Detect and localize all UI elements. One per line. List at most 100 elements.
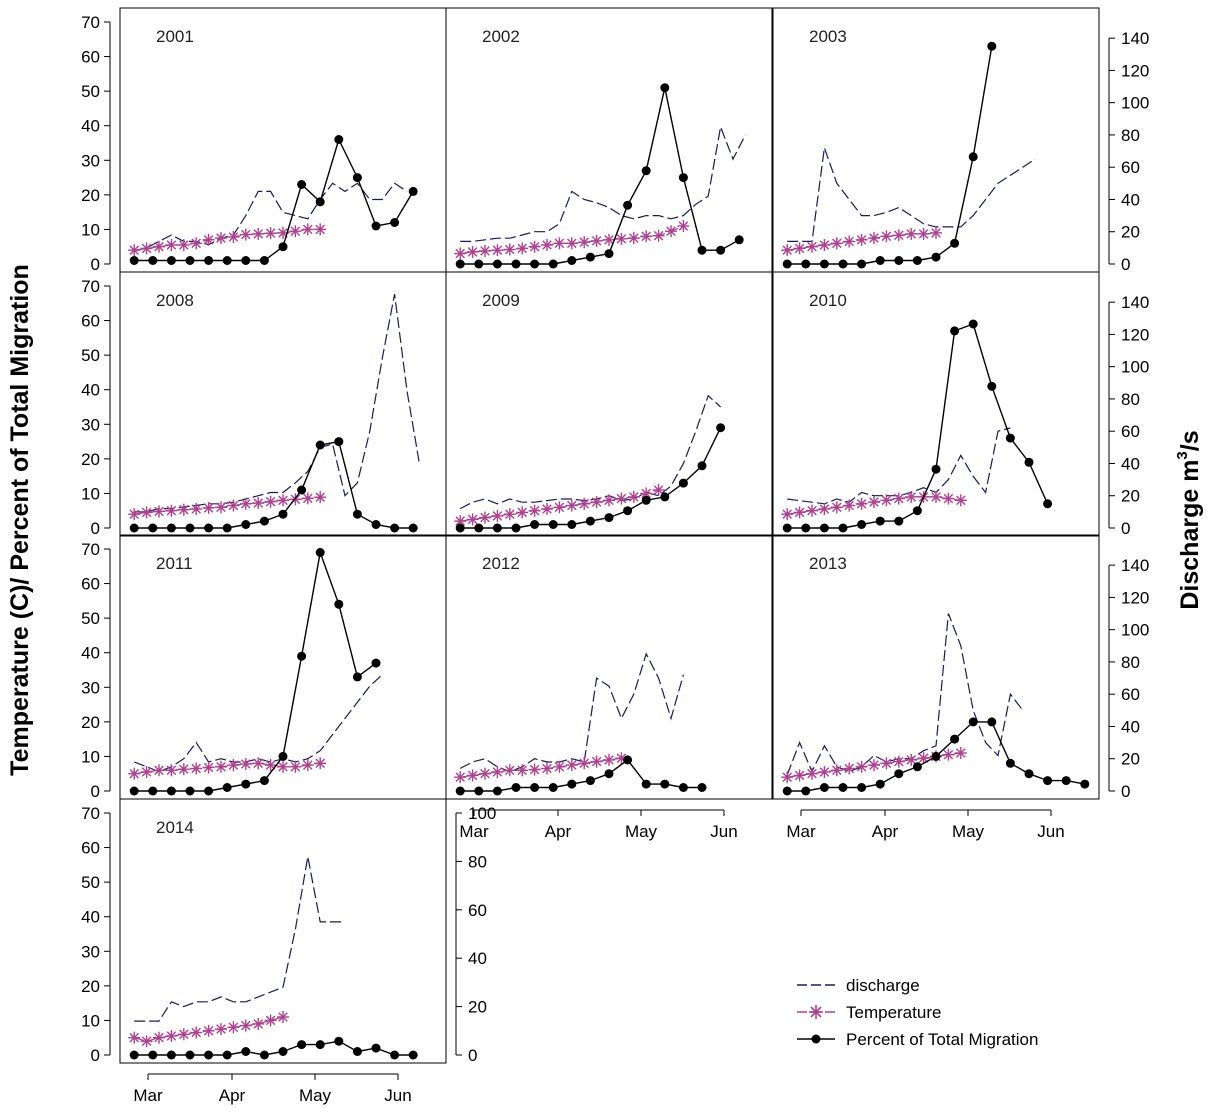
panel-2014-migration-point-9 xyxy=(297,1040,307,1050)
right-axis-row-1-tick-label-7: 140 xyxy=(1121,29,1149,48)
left-axis-row-3-tick-label-1: 10 xyxy=(81,747,100,766)
x-axis-col-1-tick-label-0: Mar xyxy=(133,1086,163,1105)
panel-2014-year-label: 2014 xyxy=(156,818,194,837)
panel-2009-migration-point-1 xyxy=(474,523,484,533)
panel-2001-temperature-point-0-d2 xyxy=(129,245,139,255)
panel-2012-temperature-point-2 xyxy=(479,767,491,780)
panel-2012-migration-point-3 xyxy=(511,783,521,792)
panel-2003-migration-point-8 xyxy=(931,252,941,262)
panel-2014-temperature-point-9-d2 xyxy=(241,1020,251,1031)
panel-2009-temperature-point-7 xyxy=(541,503,553,515)
panel-2002-discharge-line xyxy=(460,124,746,242)
panel-2011-temperature-point-4-d2 xyxy=(179,764,189,774)
panel-2002-temperature-point-10-d2 xyxy=(579,237,589,247)
panel-2009-temperature-point-15-d2 xyxy=(641,488,651,499)
panel-2014-migration-point-14 xyxy=(390,1050,400,1060)
panel-2008-temperature-point-15-d2 xyxy=(315,492,325,502)
panel-2008-temperature-point-7 xyxy=(215,501,227,514)
panel-2002-temperature-point-18 xyxy=(677,220,690,232)
panel-2009-temperature-point-12 xyxy=(603,494,615,507)
panel-2008-temperature-point-14-d2 xyxy=(303,493,313,504)
left-axis-row-4-tick-label-4: 40 xyxy=(81,908,100,927)
panel-2010-migration-point-14 xyxy=(1043,499,1053,509)
panel-2010-temperature-point-7-d2 xyxy=(869,497,879,507)
panel-2013-temperature-point-13-d2 xyxy=(943,749,954,760)
legend-migration-marker xyxy=(811,1034,821,1044)
panel-2010-temperature-point-2 xyxy=(806,504,818,517)
x-axis-col-1: Mar Apr May Jun xyxy=(133,1073,412,1105)
panel-2009-temperature-point-8-d2 xyxy=(554,502,565,513)
panel-2003-temperature-point-1 xyxy=(793,242,806,255)
panel-2002-temperature-point-9-d2 xyxy=(567,238,577,249)
right-axis-2014-tick-label-3: 60 xyxy=(468,901,487,920)
right-axis-row-3-tick-label-1: 20 xyxy=(1121,750,1140,769)
panel-2008-migration-point-3 xyxy=(185,523,195,533)
left-axis-row-4-tick-label-2: 20 xyxy=(81,977,100,996)
panel-2011-temperature-point-3 xyxy=(165,764,178,777)
panel-2013-migration-point-1 xyxy=(801,786,811,796)
x-axis-col-2-tick-label-2: May xyxy=(625,822,658,841)
panel-2012: 2012 xyxy=(445,534,773,800)
panel-2001-temperature-point-1-d2 xyxy=(141,243,152,254)
panel-2008-temperature-point-3-d2 xyxy=(166,505,177,516)
panel-2014-frame xyxy=(119,798,447,1064)
panel-2008-migration-point-10 xyxy=(315,440,325,450)
left-axis-row-3-tick-label-3: 30 xyxy=(81,678,100,697)
panel-2001-temperature-point-10 xyxy=(252,227,265,240)
panel-2002-temperature-point-0 xyxy=(454,247,467,260)
panel-2002: 2002 xyxy=(445,7,773,273)
panel-2002-temperature-point-2-d2 xyxy=(480,246,490,256)
panel-2003-migration-point-10 xyxy=(968,152,978,162)
panel-2003-temperature-point-9 xyxy=(892,229,905,242)
panel-2009-migration-point-7 xyxy=(585,516,595,526)
panel-2009-year-label: 2009 xyxy=(482,291,520,310)
panel-2013-temperature-point-2 xyxy=(806,767,818,780)
panel-2009-temperature-point-3 xyxy=(491,509,504,522)
panel-2009-temperature-point-2-d2 xyxy=(480,512,490,523)
panel-2008-migration-point-7 xyxy=(259,516,269,526)
panel-2001-temperature-point-9 xyxy=(239,228,252,241)
panel-2008-migration-point-0 xyxy=(129,523,139,533)
panel-2001-migration-point-8 xyxy=(278,242,288,252)
panel-2011-temperature-point-14 xyxy=(301,759,314,772)
x-axis-col-2: Mar Apr May Jun xyxy=(459,809,738,841)
panel-2014-migration-point-2 xyxy=(166,1050,176,1060)
panel-2009-temperature-point-10-d2 xyxy=(579,499,589,509)
panel-2013-temperature-point-6 xyxy=(855,760,868,773)
x-axis-col-3-tick-label-0: Mar xyxy=(786,822,816,841)
panel-2013-migration-point-2 xyxy=(819,783,829,792)
panel-2013-temperature-point-0 xyxy=(781,771,794,784)
panel-2011-temperature-point-10 xyxy=(252,757,265,770)
panel-2003-temperature-point-10 xyxy=(905,227,918,240)
panel-2009-temperature-point-15 xyxy=(640,487,653,500)
panel-2012-migration-point-6 xyxy=(567,779,577,789)
panel-2003-temperature-point-8-d2 xyxy=(881,231,892,242)
right-axis-2014-tick-label-2: 40 xyxy=(468,949,487,968)
panel-2010-temperature-point-4-d2 xyxy=(832,502,842,513)
panel-2011-temperature-point-11-d2 xyxy=(265,760,276,770)
panel-2002-temperature-point-9 xyxy=(565,237,578,250)
panel-2014-temperature-point-0-d2 xyxy=(129,1032,139,1043)
legend-migration-label: Percent of Total Migration xyxy=(846,1030,1038,1049)
panel-2009-temperature-point-11 xyxy=(590,496,603,509)
panel-2012-migration-point-10 xyxy=(641,779,651,789)
panel-2008-temperature-line xyxy=(134,496,321,515)
panel-2008-temperature-point-15 xyxy=(314,491,327,504)
panel-2003-temperature-point-12 xyxy=(930,226,942,239)
panel-2012-temperature-point-8 xyxy=(553,760,566,773)
panel-2008-temperature-point-1-d2 xyxy=(141,507,152,518)
panel-2011-migration-point-11 xyxy=(334,599,344,609)
panel-2011-temperature-point-7-d2 xyxy=(216,762,226,772)
panel-2013-migration-point-4 xyxy=(857,783,867,792)
panel-2002-temperature-point-14 xyxy=(627,232,640,245)
panel-2013-migration-point-11 xyxy=(987,717,997,727)
panel-2008-temperature-point-14 xyxy=(301,492,314,505)
panel-2009-migration-point-4 xyxy=(530,520,540,529)
panel-2002-temperature-point-13 xyxy=(615,232,628,245)
panel-2010-year-label: 2010 xyxy=(809,291,847,310)
panel-2012-temperature-point-6-d2 xyxy=(529,764,540,775)
panel-2009-migration-point-3 xyxy=(511,523,521,533)
panel-2008-migration-point-6 xyxy=(241,520,251,529)
panel-2011-temperature-point-8 xyxy=(227,759,240,772)
panel-2012-temperature-point-10-d2 xyxy=(579,758,589,769)
